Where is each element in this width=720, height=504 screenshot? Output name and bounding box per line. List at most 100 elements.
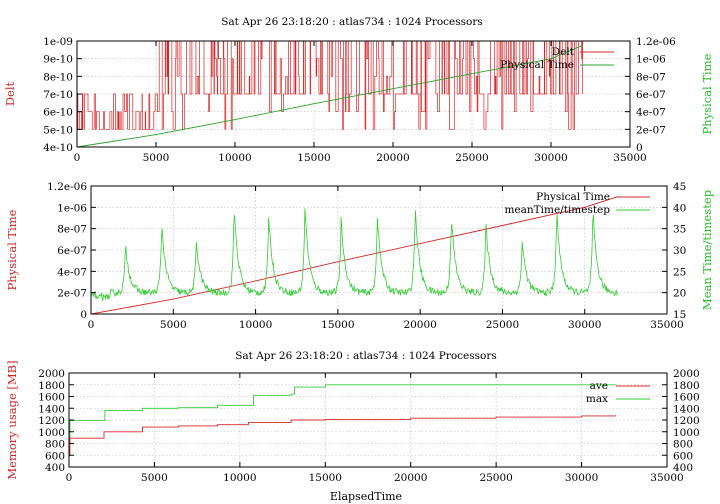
chart3-y2tick-label: 1800 xyxy=(673,380,700,392)
chart3-y2tick-label: 2000 xyxy=(673,368,700,380)
chart2-legend-label-meantime: meanTime/timestep xyxy=(504,204,610,216)
chart2-xtick-label: 30000 xyxy=(568,319,601,331)
chart3-y2tick-label: 800 xyxy=(673,439,693,451)
chart1-legend: Delt Physical Time xyxy=(500,46,614,71)
chart2-ytick-label: 4e-07 xyxy=(57,266,87,278)
chart3-title: Sat Apr 26 23:18:20 : atlas734 : 1024 Pr… xyxy=(235,350,497,362)
chart1-legend-label-physical-time: Physical Time xyxy=(500,59,574,71)
chart2-ytick-label: 0 xyxy=(80,309,87,321)
chart3-legend-label-ave: ave xyxy=(590,380,608,392)
chart3-y2tick-label: 400 xyxy=(673,462,693,474)
chart2-y2tick-label: 35 xyxy=(673,224,686,236)
chart2-y2tick-label: 25 xyxy=(673,266,686,278)
chart3-ytick-label: 400 xyxy=(45,462,65,474)
chart2-ytick-label: 1.2e-06 xyxy=(47,181,87,193)
chart2-series xyxy=(90,196,618,315)
chart1-title: Sat Apr 26 23:18:20 : atlas734 : 1024 Pr… xyxy=(221,16,483,28)
chart1-ytick-label: 6e-10 xyxy=(43,107,73,119)
chart3-xtick-label: 10000 xyxy=(223,472,256,484)
chart2-xtick-label: 15000 xyxy=(321,319,354,331)
chart1-ytick-label: 9e-10 xyxy=(43,54,73,66)
chart2-xtick-label: 10000 xyxy=(239,319,272,331)
chart1-xtick-label: 15000 xyxy=(297,152,330,164)
chart2-series-meantime xyxy=(90,208,618,303)
chart3-y2tick-label: 1000 xyxy=(673,427,700,439)
chart1-xtick-label: 0 xyxy=(74,152,81,164)
chart1-y2tick-label: 1e-06 xyxy=(636,54,666,66)
chart2-series-physical-time xyxy=(90,196,618,315)
chart2-xtick-label: 35000 xyxy=(650,319,683,331)
chart1-series-physical-time xyxy=(76,44,583,148)
chart3-xtick-label: 35000 xyxy=(650,472,683,484)
chart1-ytick-label: 7e-10 xyxy=(43,89,73,101)
chart1-xtick-label: 25000 xyxy=(455,152,488,164)
chart3-y2tick-label: 600 xyxy=(673,450,693,462)
chart1-ytick-label: 4e-10 xyxy=(43,142,73,154)
chart2-legend: Physical Time meanTime/timestep xyxy=(504,191,650,216)
chart3-ytick-label: 2000 xyxy=(38,368,65,380)
chart2-ytick-label: 8e-07 xyxy=(57,224,87,236)
chart3-ytick-label: 1000 xyxy=(38,427,65,439)
chart2-ytick-label: 6e-07 xyxy=(57,245,87,257)
chart1-ytick-label: 1e-09 xyxy=(43,36,73,48)
chart3-ylabel: Memory usage [MB] xyxy=(5,360,19,479)
chart3-xtick-label: 5000 xyxy=(141,472,168,484)
chart1-ylabel: Delt xyxy=(3,81,17,106)
chart2-y2tick-label: 30 xyxy=(673,245,686,257)
chart3-ytick-label: 600 xyxy=(45,450,65,462)
chart3-series xyxy=(69,384,617,456)
chart1-ytick-label: 8e-10 xyxy=(43,71,73,83)
chart3-series-ave xyxy=(69,415,617,456)
chart1-xtick-label: 30000 xyxy=(534,152,567,164)
chart3-xtick-label: 30000 xyxy=(565,472,598,484)
chart3-ytick-label: 1400 xyxy=(38,403,65,415)
chart1-xtick-label: 20000 xyxy=(376,152,409,164)
chart3-xlabel: ElapsedTime xyxy=(330,490,402,503)
chart2-y2tick-label: 20 xyxy=(673,288,686,300)
chart3-y2tick-label: 1400 xyxy=(673,403,700,415)
chart1-xtick-label: 10000 xyxy=(218,152,251,164)
chart3-y2tick-label: 1600 xyxy=(673,392,700,404)
chart3-xtick-label: 25000 xyxy=(479,472,512,484)
chart3-ytick-label: 1600 xyxy=(38,392,65,404)
chart3-xtick-label: 0 xyxy=(66,472,73,484)
chart3-ytick-label: 800 xyxy=(45,439,65,451)
chart2-y2tick-label: 40 xyxy=(673,202,686,214)
chart3-ytick-label: 1800 xyxy=(38,380,65,392)
chart3-y2tick-label: 1200 xyxy=(673,415,700,427)
chart1-y2label: Physical Time xyxy=(700,53,714,134)
chart3-grid xyxy=(69,373,667,467)
chart1-y2tick-label: 0 xyxy=(636,142,643,154)
chart2-y2tick-label: 15 xyxy=(673,309,686,321)
chart1-y2tick-label: 1.2e-06 xyxy=(636,36,676,48)
chart2-legend-label-physical-time: Physical Time xyxy=(536,191,610,203)
chart2-ytick-label: 1e-06 xyxy=(57,202,87,214)
chart1-xtick-label: 35000 xyxy=(613,152,646,164)
chart1-y2tick-label: 4e-07 xyxy=(636,107,666,119)
chart2-grid xyxy=(91,186,667,314)
chart1-y2tick-label: 2e-07 xyxy=(636,124,666,136)
chart2-xtick-label: 25000 xyxy=(486,319,519,331)
chart1-axes: 0 5000 10000 15000 20000 25000 30000 35000 4e-10… xyxy=(43,36,676,164)
chart2-xtick-label: 0 xyxy=(88,319,95,331)
chart1-xtick-label: 5000 xyxy=(143,152,170,164)
chart1-y2tick-label: 6e-07 xyxy=(636,89,666,101)
chart2-y2label: Mean Time/timestep xyxy=(700,190,714,310)
chart3-legend: ave max xyxy=(586,380,650,405)
chart1-legend-label-delt: Delt xyxy=(552,46,575,58)
chart3-ytick-label: 1200 xyxy=(38,415,65,427)
chart2-axes: 0 5000 10000 15000 20000 25000 30000 35000 0 2e-0… xyxy=(47,181,686,331)
chart1-series-delt xyxy=(77,40,583,130)
chart3-series-max xyxy=(69,384,616,439)
chart1-ytick-label: 5e-10 xyxy=(43,124,73,136)
chart3-xtick-label: 15000 xyxy=(309,472,342,484)
chart2-xtick-label: 20000 xyxy=(403,319,436,331)
chart3-xtick-label: 20000 xyxy=(394,472,427,484)
chart3-legend-label-max: max xyxy=(586,393,608,405)
chart1-y2tick-label: 8e-07 xyxy=(636,71,666,83)
chart2-y2tick-label: 45 xyxy=(673,181,686,193)
chart2-ylabel: Physical Time xyxy=(5,209,19,290)
chart2-xtick-label: 5000 xyxy=(160,319,187,331)
chart2-ytick-label: 2e-07 xyxy=(57,288,87,300)
